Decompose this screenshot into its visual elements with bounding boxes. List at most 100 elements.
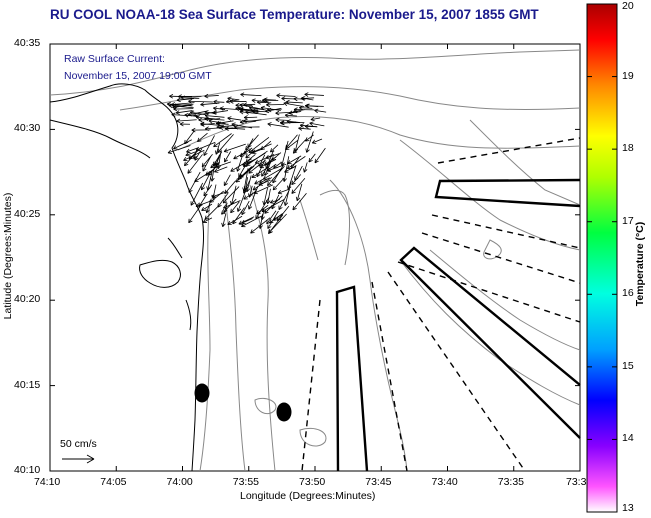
current-vector-head — [185, 152, 189, 156]
current-vector — [261, 209, 265, 220]
current-vector-head — [304, 92, 309, 95]
current-vector-head — [213, 145, 218, 148]
current-vector — [222, 186, 240, 204]
current-vector-head — [277, 218, 282, 222]
current-vector-head — [287, 185, 289, 190]
current-vector — [268, 214, 284, 234]
current-vector-head — [300, 96, 305, 100]
current-vector — [276, 205, 290, 221]
current-vector — [209, 190, 224, 203]
current-vector — [223, 174, 231, 186]
current-vector-head — [188, 189, 193, 193]
current-vector — [230, 185, 237, 205]
current-vector-head — [205, 174, 210, 176]
current-vector-head — [200, 124, 205, 127]
current-vector-head — [262, 200, 265, 205]
current-vector — [205, 115, 225, 118]
current-vector-head — [219, 127, 224, 131]
current-vector — [187, 154, 203, 174]
current-vector-head — [270, 202, 275, 204]
current-vector — [256, 159, 266, 177]
current-vector-head — [215, 120, 220, 124]
current-vector — [181, 97, 200, 99]
current-vector-head — [262, 175, 266, 180]
current-vector-head — [188, 111, 192, 116]
current-vector-head — [204, 116, 209, 119]
current-vector-head — [219, 125, 224, 128]
scale-arrow — [62, 454, 95, 464]
current-vector-head — [207, 187, 211, 191]
current-vector-head — [239, 121, 244, 125]
current-vector-head — [304, 105, 309, 109]
current-vector — [272, 177, 285, 191]
current-vector-head — [229, 99, 234, 102]
current-vector-head — [195, 203, 199, 207]
current-vector-head — [212, 112, 217, 115]
current-vector-head — [293, 151, 298, 154]
current-vector-head — [200, 121, 205, 124]
current-vector-head — [176, 99, 181, 103]
current-vector-head — [239, 107, 244, 110]
colorbar — [586, 3, 618, 513]
current-vector-head — [194, 157, 199, 161]
current-vector — [258, 154, 266, 167]
current-vector-head — [254, 159, 258, 164]
current-vector-head — [217, 150, 222, 153]
current-vector-head — [267, 107, 272, 111]
current-vector-head — [250, 232, 255, 234]
current-vector-head — [227, 220, 231, 225]
y-tick-label: 40:35 — [14, 37, 41, 49]
current-vector — [188, 147, 202, 160]
current-vector-head — [188, 99, 193, 102]
current-vector-head — [188, 100, 193, 104]
current-vector — [294, 165, 303, 181]
current-vector — [241, 200, 250, 215]
current-vector-head — [288, 112, 293, 116]
current-vector — [217, 149, 222, 169]
colorbar-tick-label: 18 — [622, 142, 634, 155]
current-vector-head — [243, 115, 248, 118]
current-vector — [204, 118, 225, 121]
current-vector-head — [261, 216, 265, 221]
current-vector-head — [305, 140, 310, 142]
current-vector-head — [187, 169, 189, 174]
current-vector-head — [221, 212, 226, 215]
current-vector-head — [251, 173, 255, 178]
colorbar-tick-label: 20 — [622, 0, 634, 12]
current-vector-head — [273, 219, 278, 221]
current-vector — [171, 114, 198, 117]
current-vector-head — [195, 116, 200, 120]
current-vector-head — [176, 118, 181, 122]
current-vector-head — [263, 161, 267, 166]
current-vector-head — [236, 207, 239, 212]
current-vector-head — [203, 153, 208, 156]
current-vector — [213, 107, 226, 110]
current-vector-head — [305, 137, 308, 142]
current-vector — [243, 180, 250, 194]
current-vector-head — [190, 110, 195, 113]
current-vector-head — [275, 110, 280, 114]
current-vector-head — [275, 117, 280, 121]
current-vector-head — [186, 151, 191, 154]
current-vector — [266, 210, 277, 225]
x-tick-label: 73:35 — [497, 476, 525, 488]
current-vector-head — [291, 191, 296, 194]
current-vector — [188, 203, 203, 223]
current-vector-head — [245, 156, 250, 159]
current-vector-head — [168, 105, 173, 109]
current-label-line2: November 15, 2007 19:00 GMT — [64, 70, 212, 82]
current-vector-head — [224, 128, 229, 131]
plot-frame — [49, 43, 581, 472]
current-vector-head — [204, 215, 207, 220]
current-vector-head — [255, 216, 260, 220]
current-vector — [267, 123, 289, 128]
current-vector — [198, 193, 208, 207]
current-vector-head — [285, 99, 290, 103]
current-vector-head — [214, 168, 218, 173]
current-vector — [185, 150, 198, 156]
current-vector — [253, 184, 273, 194]
current-vector-head — [270, 150, 275, 153]
current-vector — [286, 120, 301, 123]
current-vector-head — [267, 200, 271, 204]
current-vector — [190, 182, 204, 206]
